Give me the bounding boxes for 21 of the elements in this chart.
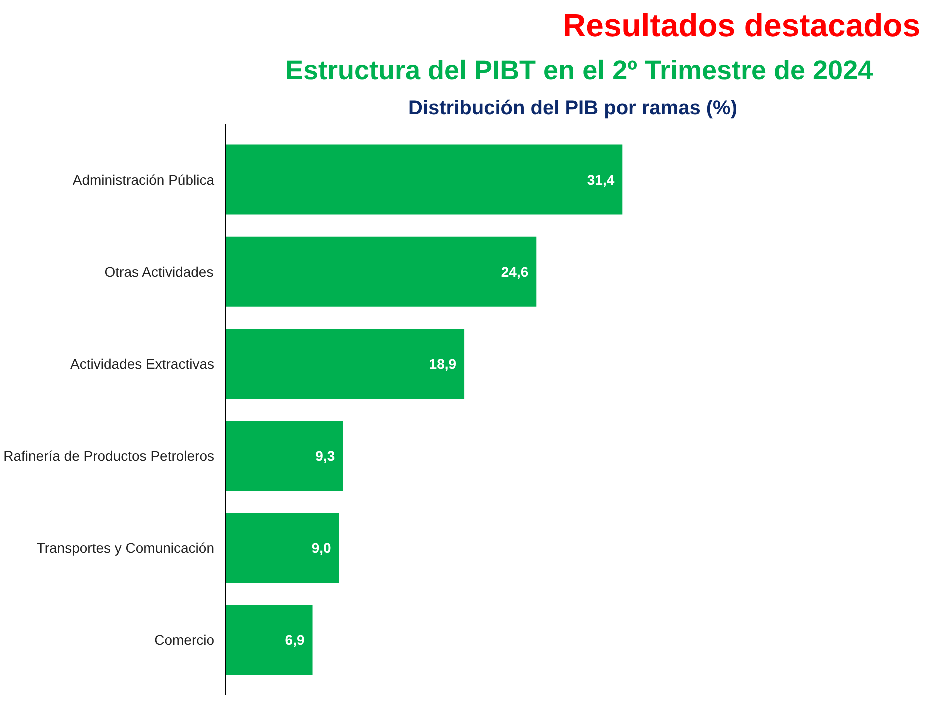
text: Distribución del PIB por ramas (%) — [408, 98, 738, 120]
chart-subtitle: Estructura del PIBT en el 2º Trimestre de 2024 — [286, 56, 874, 86]
data-label: 24,6 — [501, 264, 529, 280]
data-label: 9,3 — [316, 448, 336, 464]
bar — [226, 513, 340, 584]
y-tick-label: Administración Pública — [72, 172, 215, 188]
text: Resultados destacados — [563, 8, 920, 44]
y-tick-label: Actividades Extractivas — [70, 356, 215, 372]
data-label: 31,4 — [587, 172, 615, 188]
data-label: 9,0 — [312, 540, 332, 556]
bar — [226, 421, 344, 492]
data-label: 6,9 — [285, 632, 305, 648]
y-tick-label: Comercio — [154, 632, 215, 648]
y-tick-label: Otras Actividades — [104, 264, 214, 280]
bar — [226, 605, 313, 676]
y-tick-label: Transportes y Comunicación — [36, 540, 215, 556]
bar — [226, 236, 537, 307]
bar — [226, 328, 465, 399]
bar — [226, 144, 623, 215]
y-tick-label: Rafinería de Productos Petroleros — [4, 448, 214, 464]
data-label: 18,9 — [429, 356, 457, 372]
